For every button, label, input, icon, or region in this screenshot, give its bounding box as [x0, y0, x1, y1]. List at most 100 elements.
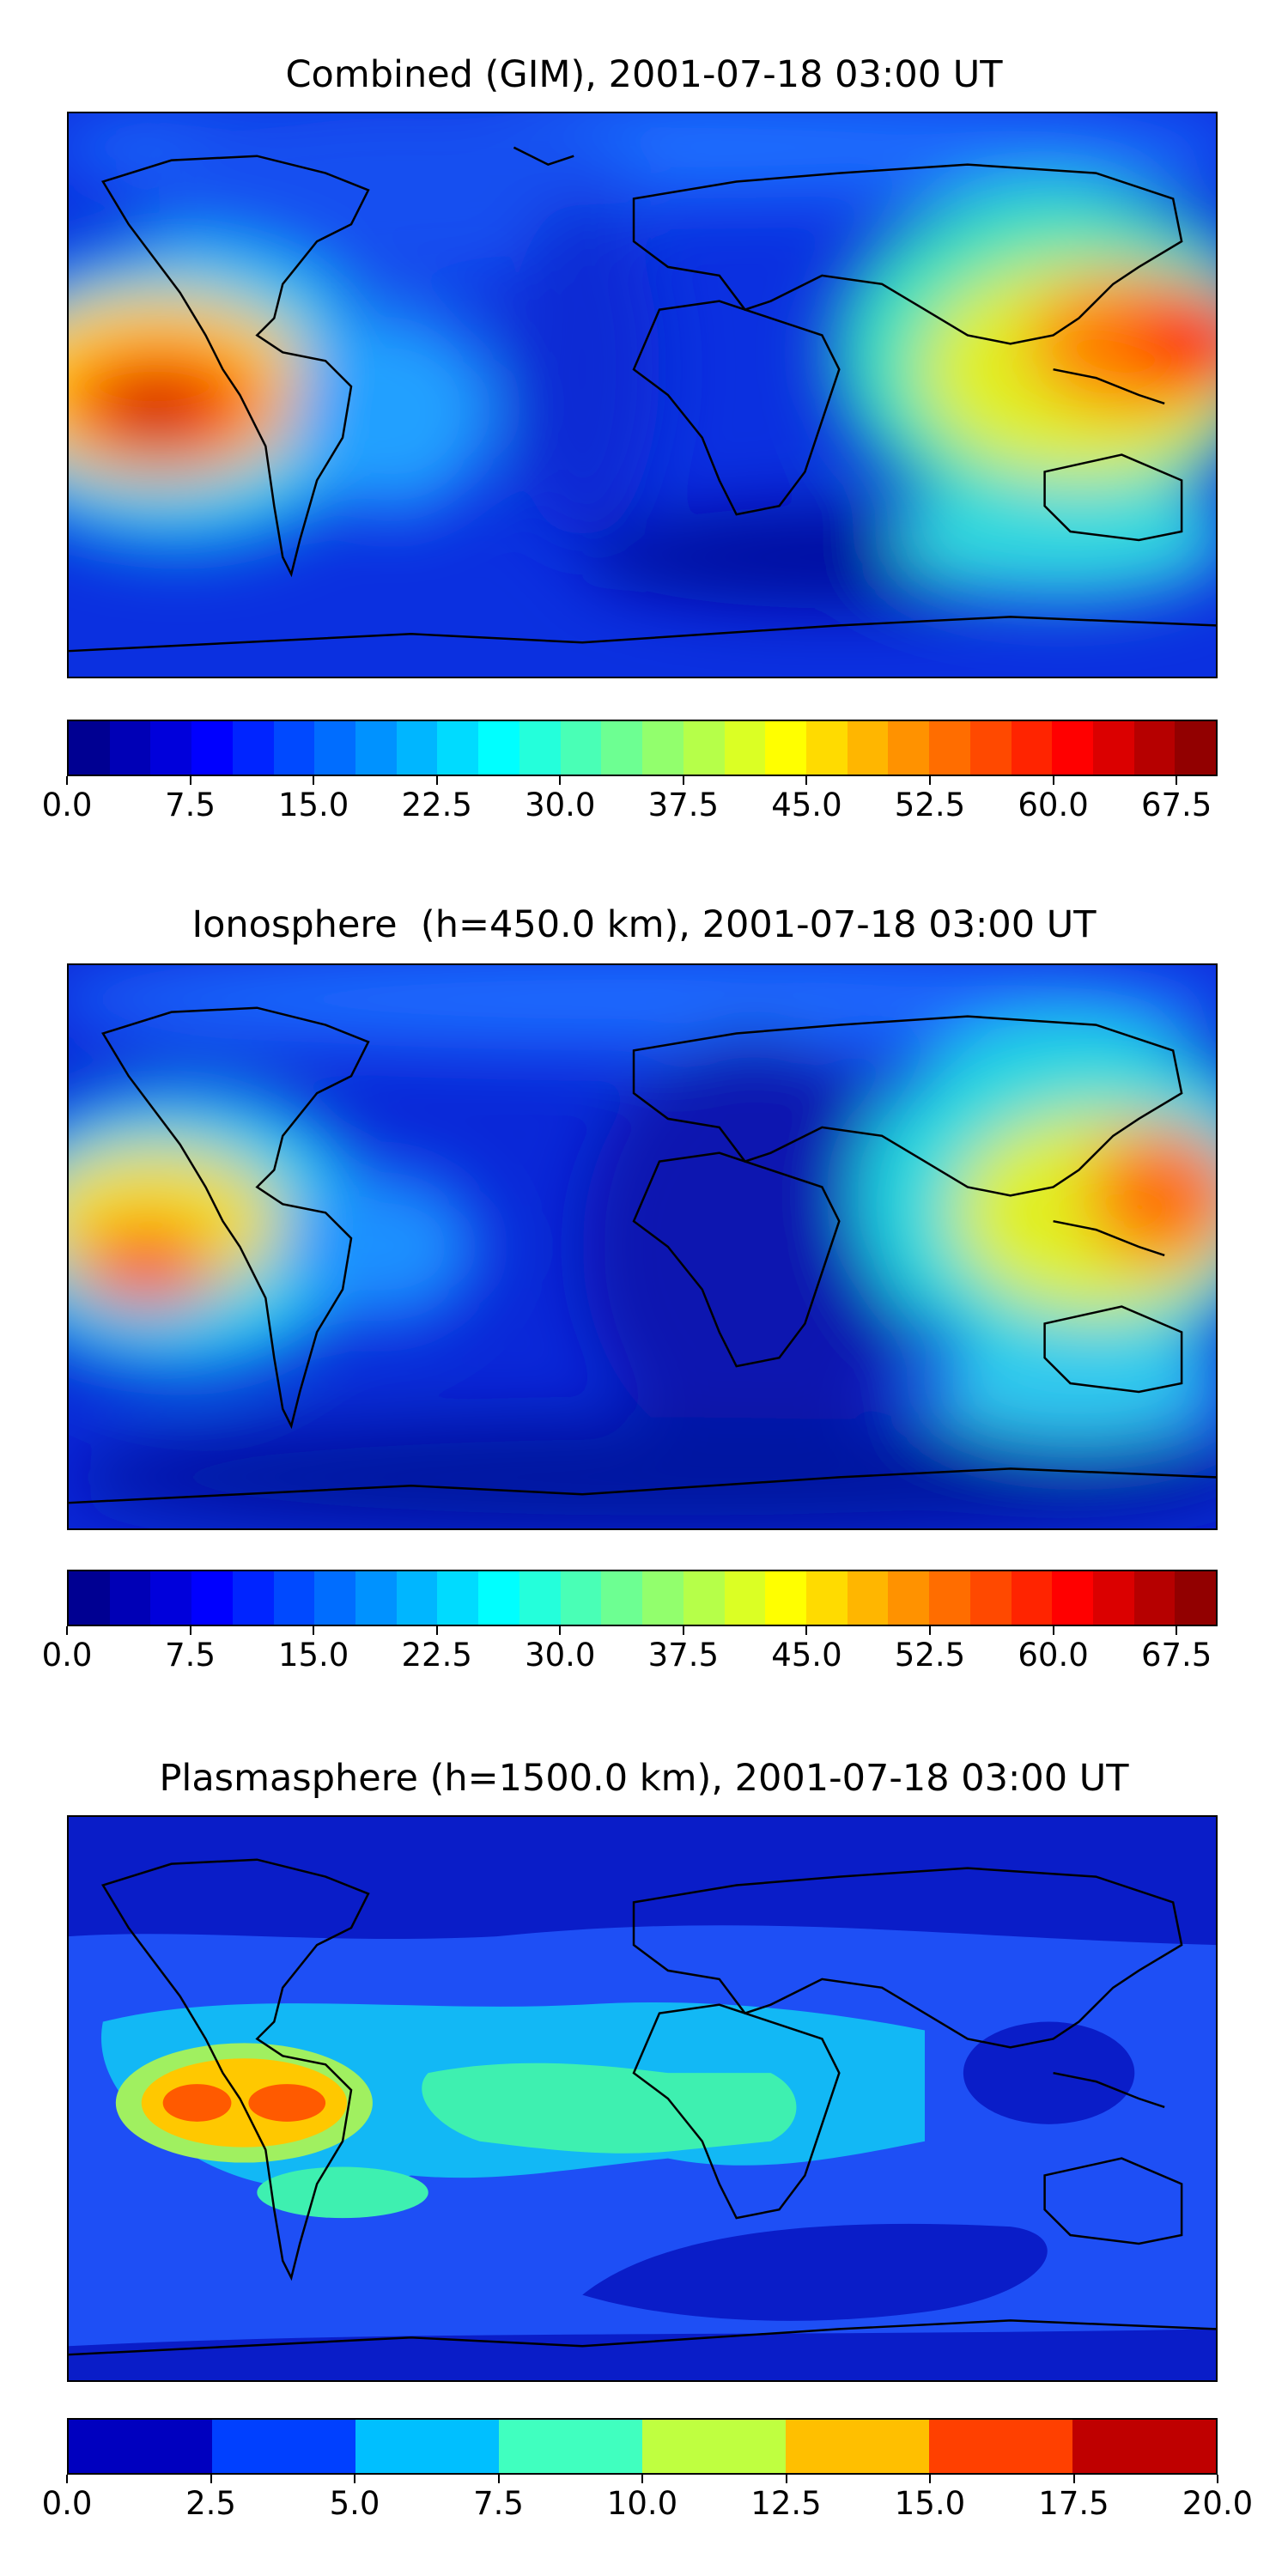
- colorbar-swatch: [1052, 1571, 1093, 1625]
- colorbar-tick-mark: [66, 2475, 68, 2483]
- colorbar-tick-mark: [1217, 2475, 1218, 2483]
- colorbar-swatch: [519, 1571, 561, 1625]
- colorbar-tick-label: 60.0: [1018, 1637, 1089, 1674]
- colorbar-swatch: [560, 1571, 602, 1625]
- colorbar-tick-mark: [497, 2475, 500, 2483]
- colorbar-swatch: [355, 1571, 397, 1625]
- colorbar-tick-label: 30.0: [525, 787, 596, 823]
- colorbar-swatch: [191, 1571, 233, 1625]
- colorbar-swatch: [355, 721, 397, 775]
- colorbar-tick-label: 10.0: [606, 2485, 678, 2522]
- colorbar-swatch: [601, 721, 643, 775]
- colorbar-tick-mark: [785, 2475, 787, 2483]
- colorbar-tick-label: 7.5: [473, 2485, 524, 2522]
- colorbar-swatch: [1133, 1571, 1176, 1625]
- colorbar-swatch: [929, 2420, 1072, 2473]
- colorbar-tick-mark: [1072, 2475, 1075, 2483]
- colorbar-swatch: [232, 721, 274, 775]
- colorbar-tick-label: 45.0: [771, 787, 842, 823]
- colorbar-swatch: [888, 721, 930, 775]
- colorbar-tick-mark: [1052, 776, 1054, 785]
- colorbar-tick-label: 37.5: [647, 787, 720, 823]
- colorbar-swatch: [273, 721, 315, 775]
- colorbar-swatch: [191, 721, 233, 775]
- colorbar-swatch: [642, 721, 683, 775]
- colorbar-tick-mark: [313, 776, 315, 785]
- colorbar-tick-label: 20.0: [1182, 2485, 1254, 2522]
- colorbar-swatch: [396, 1571, 438, 1625]
- colorbar-swatch: [805, 1571, 848, 1625]
- colorbar-swatch: [314, 1571, 356, 1625]
- colorbar-tick-label: 22.5: [401, 1637, 472, 1674]
- colorbar-swatch: [1011, 721, 1053, 775]
- colorbar-tick-mark: [559, 1626, 562, 1635]
- colorbar-swatch: [273, 1571, 315, 1625]
- colorbar-swatch: [1092, 1571, 1134, 1625]
- colorbar-tick-mark: [1176, 776, 1178, 785]
- colorbar-tick-mark: [435, 1626, 438, 1635]
- colorbar-tick-label: 22.5: [401, 787, 472, 823]
- colorbar-swatch: [1011, 1571, 1053, 1625]
- colorbar-swatch: [437, 1571, 479, 1625]
- colorbar-swatch: [805, 721, 848, 775]
- colorbar-swatch: [1092, 721, 1134, 775]
- colorbar-swatch: [150, 721, 192, 775]
- colorbar-swatch: [683, 721, 725, 775]
- colorbar-swatch: [314, 721, 356, 775]
- colorbar-swatch: [929, 1571, 970, 1625]
- colorbar-tick-label: 15.0: [277, 1637, 349, 1674]
- colorbar-plasmasphere: [67, 2418, 1218, 2475]
- colorbar-tick-mark: [354, 2475, 355, 2483]
- colorbar-tick-label: 2.5: [185, 2485, 236, 2522]
- colorbar-tick-mark: [1176, 1626, 1178, 1635]
- colorbar-tick-mark: [435, 776, 438, 785]
- colorbar-swatch: [69, 721, 110, 775]
- colorbar-tick-mark: [313, 1626, 315, 1635]
- colorbar-swatch: [786, 2420, 929, 2473]
- colorbar-tick-mark: [929, 2475, 931, 2483]
- colorbar-swatch: [519, 721, 561, 775]
- colorbar-swatch: [1175, 721, 1216, 775]
- colorbar-swatch: [929, 721, 970, 775]
- colorbar-tick-mark: [210, 2475, 212, 2483]
- colorbar-swatch: [232, 1571, 274, 1625]
- colorbar-tick-label: 52.5: [894, 787, 966, 823]
- colorbar-tick-mark: [682, 1626, 684, 1635]
- colorbar-swatch: [69, 2420, 212, 2473]
- colorbar-swatch: [1052, 721, 1093, 775]
- colorbar-tick-label: 60.0: [1018, 787, 1089, 823]
- colorbar-tick-mark: [559, 776, 562, 785]
- colorbar-tick-mark: [929, 1626, 931, 1635]
- colorbar-swatch: [109, 721, 151, 775]
- colorbar-tick-label: 52.5: [894, 1637, 966, 1674]
- colorbar-tick-label: 67.5: [1140, 787, 1212, 823]
- colorbar-swatch: [683, 1571, 725, 1625]
- colorbar-swatch: [642, 2420, 786, 2473]
- colorbar-swatch: [437, 721, 479, 775]
- panel-title-plasmasphere: Plasmasphere (h=1500.0 km), 2001-07-18 0…: [159, 1757, 1129, 1800]
- colorbar-swatch: [847, 721, 889, 775]
- colorbar-swatch: [1133, 721, 1176, 775]
- colorbar-swatch: [969, 721, 1012, 775]
- colorbar-swatch: [396, 721, 438, 775]
- colorbar-swatch: [847, 1571, 889, 1625]
- panel-title-ionosphere: Ionosphere (h=450.0 km), 2001-07-18 03:0…: [191, 903, 1097, 946]
- colorbar-swatch: [69, 1571, 110, 1625]
- colorbar-tick-label: 37.5: [647, 1637, 720, 1674]
- colorbar-tick-mark: [641, 2475, 643, 2483]
- colorbar-swatch: [109, 1571, 151, 1625]
- colorbar-swatch: [150, 1571, 192, 1625]
- colorbar-tick-mark: [1052, 1626, 1054, 1635]
- colorbar-combined: [67, 720, 1218, 776]
- colorbar-tick-mark: [66, 776, 68, 785]
- colorbar-tick-label: 5.0: [329, 2485, 380, 2522]
- colorbar-swatch: [724, 721, 766, 775]
- colorbar-swatch: [969, 1571, 1012, 1625]
- colorbar-swatch: [888, 1571, 930, 1625]
- colorbar-tick-mark: [805, 1626, 808, 1635]
- colorbar-tick-label: 7.5: [165, 787, 216, 823]
- colorbar-swatch: [765, 1571, 806, 1625]
- colorbar-swatch: [642, 1571, 683, 1625]
- colorbar-tick-label: 30.0: [525, 1637, 596, 1674]
- panel-title-combined: Combined (GIM), 2001-07-18 03:00 UT: [285, 53, 1003, 96]
